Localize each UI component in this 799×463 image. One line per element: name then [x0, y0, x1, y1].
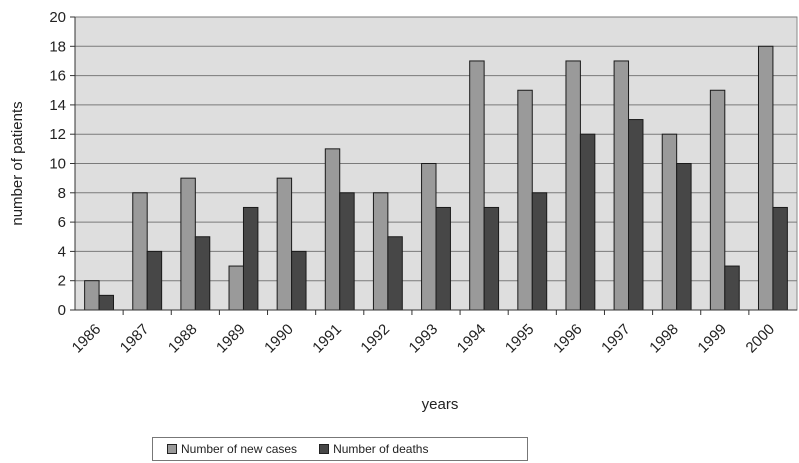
bar-deaths-1991 [339, 192, 355, 311]
bar-new-cases-1999 [709, 89, 726, 311]
x-tick-label: 1996 [550, 321, 586, 357]
y-tick-label: 10 [49, 156, 66, 173]
y-tick-label: 14 [49, 97, 66, 114]
x-tick-label: 1989 [213, 321, 249, 357]
bar-new-cases-1991 [324, 148, 341, 311]
y-tick-label: 16 [49, 68, 66, 85]
x-tick-label: 1986 [69, 321, 105, 357]
x-tick-label: 2000 [743, 321, 779, 357]
x-tick-label: 1988 [165, 321, 201, 357]
bar-deaths-1999 [724, 265, 740, 311]
y-axis-title: number of patients [9, 101, 26, 225]
bar-new-cases-1993 [421, 163, 437, 311]
bars [84, 45, 788, 311]
bar-new-cases-1987 [132, 192, 148, 311]
x-tick-label: 1991 [309, 321, 345, 357]
y-tick-label: 12 [49, 126, 66, 143]
legend-item-new-cases: Number of new cases [167, 442, 297, 456]
x-tick-label: 1997 [598, 321, 634, 357]
legend-label-deaths: Number of deaths [333, 442, 429, 456]
bar-deaths-1987 [146, 250, 163, 311]
y-tick-label: 4 [58, 243, 66, 260]
y-tick-label: 2 [58, 273, 66, 290]
bar-new-cases-1990 [276, 177, 293, 311]
x-tick-label: 1994 [454, 321, 490, 357]
bar-deaths-2000 [772, 206, 788, 311]
bar-deaths-1994 [483, 206, 500, 311]
y-tick-label: 18 [49, 38, 66, 55]
y-tick-label: 0 [58, 302, 66, 319]
bar-deaths-1992 [387, 236, 403, 311]
x-tick-label: 1999 [694, 321, 730, 357]
legend-label-new-cases: Number of new cases [181, 442, 298, 456]
bar-new-cases-1988 [180, 177, 196, 311]
legend-swatch-deaths [319, 444, 330, 454]
y-tick-label: 6 [58, 214, 66, 231]
y-tick-label: 20 [49, 9, 66, 26]
bar-deaths-1990 [291, 250, 307, 311]
bar-new-cases-1992 [372, 192, 389, 311]
x-tick-label: 1990 [261, 321, 297, 357]
bar-new-cases-1986 [84, 280, 100, 311]
x-tick-label: 1987 [117, 321, 153, 357]
legend: Number of new cases Number of deaths [152, 437, 528, 461]
y-tick-label: 8 [58, 185, 66, 202]
bar-new-cases-1998 [661, 133, 678, 311]
bar-deaths-1997 [628, 119, 644, 311]
x-axis: 1986 1987 1988 1989 1990 1991 1992 1993 1994 1995… [69, 309, 797, 357]
bar-new-cases-1996 [565, 60, 581, 311]
bar-deaths-1996 [579, 133, 596, 311]
bar-new-cases-1989 [228, 265, 244, 311]
bar-deaths-1988 [194, 236, 211, 311]
x-tick-label: 1995 [502, 321, 538, 357]
bar-new-cases-1994 [469, 60, 485, 311]
legend-swatch-new-cases [167, 444, 177, 454]
bar-deaths-1995 [531, 192, 548, 311]
x-tick-label: 1992 [357, 321, 393, 357]
x-axis-title: years [422, 396, 459, 413]
bar-new-cases-2000 [757, 45, 774, 311]
bar-deaths-1998 [676, 163, 692, 311]
bar-deaths-1993 [435, 206, 451, 311]
x-tick-label: 1993 [406, 321, 442, 357]
y-axis: 0 2 4 6 8 10 12 14 16 18 20 [49, 9, 76, 319]
bar-deaths-1989 [242, 206, 259, 311]
bar-deaths-1986 [98, 294, 115, 311]
bar-new-cases-1995 [517, 89, 533, 311]
bar-new-cases-1997 [613, 60, 630, 311]
x-tick-label: 1998 [646, 321, 682, 357]
legend-item-deaths: Number of deaths [319, 442, 428, 456]
